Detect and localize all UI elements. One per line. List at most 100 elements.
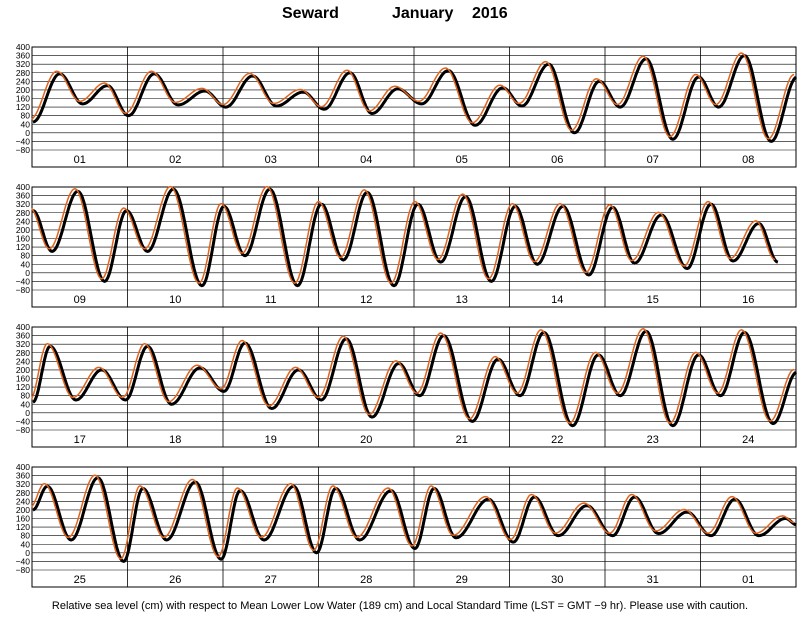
day-label: 23 bbox=[647, 434, 659, 446]
day-label: 20 bbox=[360, 434, 372, 446]
day-label: 14 bbox=[551, 294, 563, 306]
day-label: 26 bbox=[169, 574, 181, 586]
panel-frame bbox=[31, 466, 797, 588]
panel-frame bbox=[31, 46, 797, 168]
day-label: 28 bbox=[360, 574, 372, 586]
day-label: 12 bbox=[360, 294, 372, 306]
y-tick-label: 40 bbox=[21, 259, 31, 269]
y-tick-label: 400 bbox=[16, 182, 30, 192]
day-label: 17 bbox=[74, 434, 86, 446]
y-tick-label: 200 bbox=[16, 85, 30, 95]
day-label: 03 bbox=[265, 154, 277, 166]
day-label: 04 bbox=[360, 154, 372, 166]
day-label: 05 bbox=[456, 154, 468, 166]
day-label: 16 bbox=[742, 294, 754, 306]
y-tick-label: 0 bbox=[25, 548, 30, 558]
y-tick-label: 120 bbox=[16, 242, 30, 252]
day-label: 02 bbox=[169, 154, 181, 166]
predicted-series-line bbox=[31, 327, 795, 424]
y-tick-label: 40 bbox=[21, 539, 31, 549]
chart-caption: Relative sea level (cm) with respect to … bbox=[51, 600, 749, 612]
day-label: 10 bbox=[169, 294, 181, 306]
y-tick-label: 400 bbox=[16, 462, 30, 472]
predicted-series-line bbox=[31, 52, 795, 140]
day-label: 06 bbox=[551, 154, 563, 166]
day-label: 08 bbox=[742, 154, 754, 166]
panel-frame bbox=[31, 326, 797, 448]
y-tick-label: 320 bbox=[16, 479, 30, 489]
predicted-series-line bbox=[31, 474, 795, 560]
y-tick-label: 120 bbox=[16, 382, 30, 392]
panel-frame bbox=[31, 186, 797, 308]
day-label: 29 bbox=[456, 574, 468, 586]
y-tick-label: 360 bbox=[16, 471, 30, 481]
y-tick-label: 120 bbox=[16, 102, 30, 112]
y-tick-label: −40 bbox=[16, 556, 31, 566]
y-tick-label: 0 bbox=[25, 128, 30, 138]
y-tick-label: −80 bbox=[16, 565, 31, 575]
y-tick-label: 200 bbox=[16, 225, 30, 235]
y-tick-label: 0 bbox=[25, 408, 30, 418]
day-label: 07 bbox=[647, 154, 659, 166]
y-tick-label: 80 bbox=[21, 251, 31, 261]
y-tick-label: 40 bbox=[21, 119, 31, 129]
day-label: 01 bbox=[742, 574, 754, 586]
y-tick-label: 160 bbox=[16, 514, 30, 524]
day-label: 22 bbox=[551, 434, 563, 446]
y-tick-label: 160 bbox=[16, 94, 30, 104]
y-tick-label: 360 bbox=[16, 51, 30, 61]
title-station: Seward bbox=[282, 5, 339, 22]
y-tick-label: 240 bbox=[16, 356, 30, 366]
day-label: 30 bbox=[551, 574, 563, 586]
observed-series-line bbox=[32, 476, 798, 563]
day-label: 11 bbox=[265, 294, 276, 306]
predicted-series-line bbox=[31, 185, 776, 284]
day-label: 09 bbox=[74, 294, 86, 306]
y-tick-label: 40 bbox=[21, 399, 31, 409]
y-tick-label: 400 bbox=[16, 42, 30, 52]
day-label: 01 bbox=[74, 154, 86, 166]
y-tick-label: 320 bbox=[16, 339, 30, 349]
y-tick-label: 80 bbox=[21, 531, 31, 541]
day-label: 21 bbox=[456, 434, 468, 446]
day-label: 25 bbox=[74, 574, 86, 586]
day-label: 19 bbox=[265, 434, 277, 446]
day-label: 27 bbox=[265, 574, 277, 586]
y-tick-label: −80 bbox=[16, 145, 31, 155]
day-label: 15 bbox=[647, 294, 659, 306]
y-tick-label: 240 bbox=[16, 216, 30, 226]
y-tick-label: −40 bbox=[16, 416, 31, 426]
y-tick-label: 280 bbox=[16, 68, 30, 78]
y-tick-label: 360 bbox=[16, 191, 30, 201]
y-tick-label: 320 bbox=[16, 59, 30, 69]
y-tick-label: 240 bbox=[16, 496, 30, 506]
day-label: 24 bbox=[742, 434, 754, 446]
day-label: 18 bbox=[169, 434, 181, 446]
y-tick-label: 80 bbox=[21, 111, 31, 121]
y-tick-label: 200 bbox=[16, 505, 30, 515]
observed-series-line bbox=[32, 329, 798, 428]
title-month: January bbox=[392, 5, 454, 22]
y-tick-label: 160 bbox=[16, 374, 30, 384]
y-tick-label: 280 bbox=[16, 208, 30, 218]
y-tick-label: −80 bbox=[16, 285, 31, 295]
y-tick-label: 280 bbox=[16, 348, 30, 358]
day-label: 31 bbox=[647, 574, 659, 586]
y-tick-label: 160 bbox=[16, 234, 30, 244]
y-tick-label: 280 bbox=[16, 488, 30, 498]
observed-series-line bbox=[32, 187, 779, 288]
y-tick-label: 360 bbox=[16, 331, 30, 341]
title-year: 2016 bbox=[472, 5, 508, 22]
y-tick-label: 320 bbox=[16, 199, 30, 209]
y-tick-label: 80 bbox=[21, 391, 31, 401]
y-tick-label: 0 bbox=[25, 268, 30, 278]
chart-title: Seward January 2016 bbox=[0, 5, 800, 29]
y-tick-label: 120 bbox=[16, 522, 30, 532]
y-tick-label: 200 bbox=[16, 365, 30, 375]
y-tick-label: 240 bbox=[16, 76, 30, 86]
